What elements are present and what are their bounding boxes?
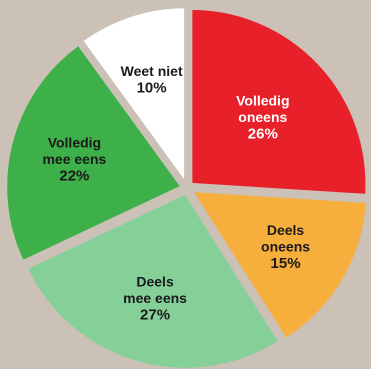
slice-label: Volledig mee eens 22% [42,135,106,185]
slice-category-label: Volledig [236,92,289,108]
slice-category-label: Deels [267,222,305,238]
slice-value-label: 10% [137,79,167,96]
slice-value-label: 27% [140,306,170,323]
pie-slice [190,189,368,341]
pie-slice [5,43,183,263]
slice-label: Deels oneens 15% [261,222,310,272]
pie-labels: Volledig oneens 26%Deels oneens 15%Deels mee … [42,63,310,324]
slice-label: Deels mee eens 27% [123,273,187,323]
slice-value-label: 22% [59,168,89,185]
pie-slice [25,192,281,369]
slice-label: Weet niet 10% [121,63,183,97]
pie-slice [80,6,187,186]
slice-category-label: oneens [238,109,287,125]
slice-category-label: Deels [136,273,174,289]
slice-category-label: oneens [261,238,310,254]
slice-category-label: mee eens [42,151,106,167]
slice-category-label: Weet niet [121,63,183,79]
slice-value-label: 26% [248,125,278,142]
slice-value-label: 15% [271,255,301,272]
slice-category-label: Volledig [48,135,101,151]
pie-slice [190,7,368,196]
pie-slices [5,6,368,369]
slice-label: Volledig oneens 26% [236,92,289,142]
slice-category-label: mee eens [123,290,187,306]
